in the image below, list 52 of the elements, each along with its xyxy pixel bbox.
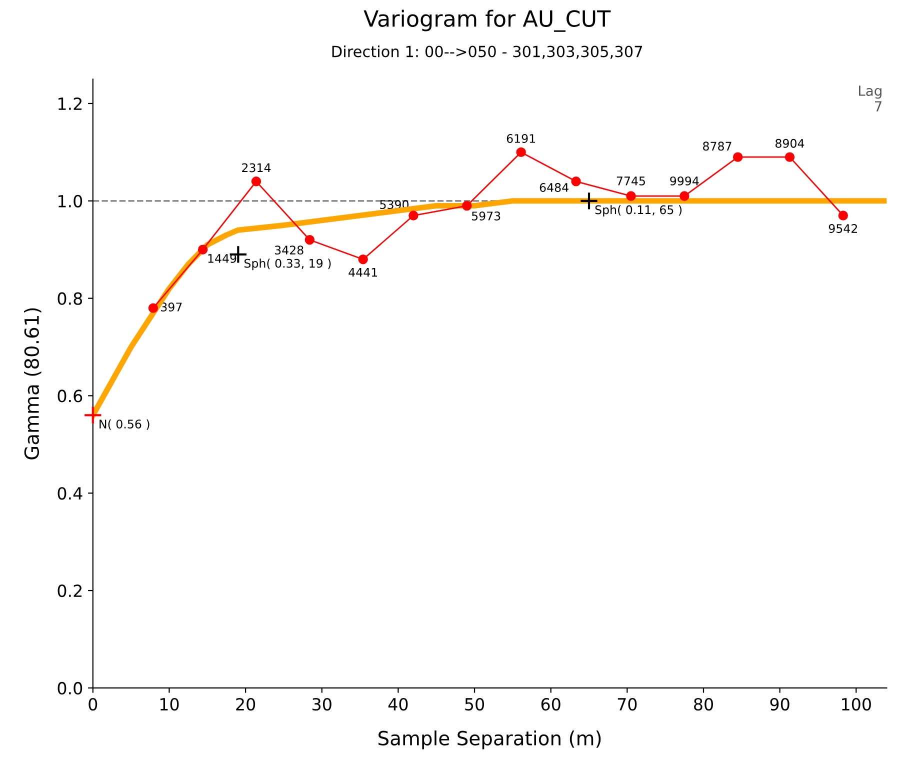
y-tick-label: 0.2	[58, 584, 82, 598]
y-tick-label: 0.0	[58, 682, 82, 695]
y-tick-label: 1.0	[58, 194, 82, 208]
point	[784, 152, 795, 162]
x-tick-label: 20	[236, 698, 256, 711]
annotation: Sph( 0.33, 19 )	[244, 258, 331, 270]
x-tick-label: 30	[312, 698, 332, 711]
point	[680, 191, 690, 201]
point	[732, 152, 743, 162]
annotation: 5973	[472, 212, 500, 220]
annotation: 9994	[670, 176, 699, 186]
annotation: 6484	[540, 183, 568, 192]
chart-subtitle: Direction 1: 00-->050 - 301,303,305,307	[332, 45, 642, 59]
x-tick-label: 70	[618, 698, 637, 711]
annotation: 7745	[616, 176, 645, 186]
chart-title: Variogram for AU_CUT	[364, 10, 611, 32]
annotation: 3428	[274, 246, 304, 255]
x-tick-label: 40	[388, 698, 408, 711]
y-axis-title: Gamma (80.61)	[24, 308, 42, 460]
annotation: 8787	[703, 142, 732, 151]
point	[358, 254, 368, 264]
annotation: 8904	[776, 138, 804, 148]
y-tick-label: 0.8	[58, 292, 82, 305]
x-tick-label: 60	[541, 698, 560, 711]
x-tick-label: 100	[842, 698, 871, 711]
x-tick-label: 0	[88, 698, 98, 711]
annotation: Sph( 0.11, 65 )	[595, 205, 682, 216]
y-tick-label: 0.4	[58, 487, 82, 500]
y-tick-label: 1.2	[58, 97, 82, 110]
x-tick-label: 50	[465, 698, 484, 711]
annotation: N( 0.56 )	[100, 419, 150, 430]
x-tick-label: 80	[694, 698, 713, 711]
annotation: 4441	[348, 268, 378, 277]
point	[304, 235, 315, 245]
point	[626, 191, 636, 201]
point	[838, 210, 848, 220]
annotation: 9542	[828, 224, 857, 233]
point	[148, 303, 158, 313]
x-tick-label: 90	[770, 698, 790, 711]
point	[516, 147, 526, 158]
point	[251, 176, 262, 186]
x-axis-title: Sample Separation (m)	[378, 730, 601, 750]
annotation: 2314	[242, 163, 271, 172]
annotation: Lag 7	[858, 86, 882, 112]
point	[198, 244, 208, 254]
point	[408, 210, 418, 220]
point	[571, 176, 581, 186]
y-tick-label: 0.6	[58, 390, 82, 402]
annotation: 397	[161, 302, 182, 312]
point	[462, 200, 472, 211]
x-tick-label: 10	[160, 698, 179, 711]
annotation: 6191	[506, 134, 536, 143]
